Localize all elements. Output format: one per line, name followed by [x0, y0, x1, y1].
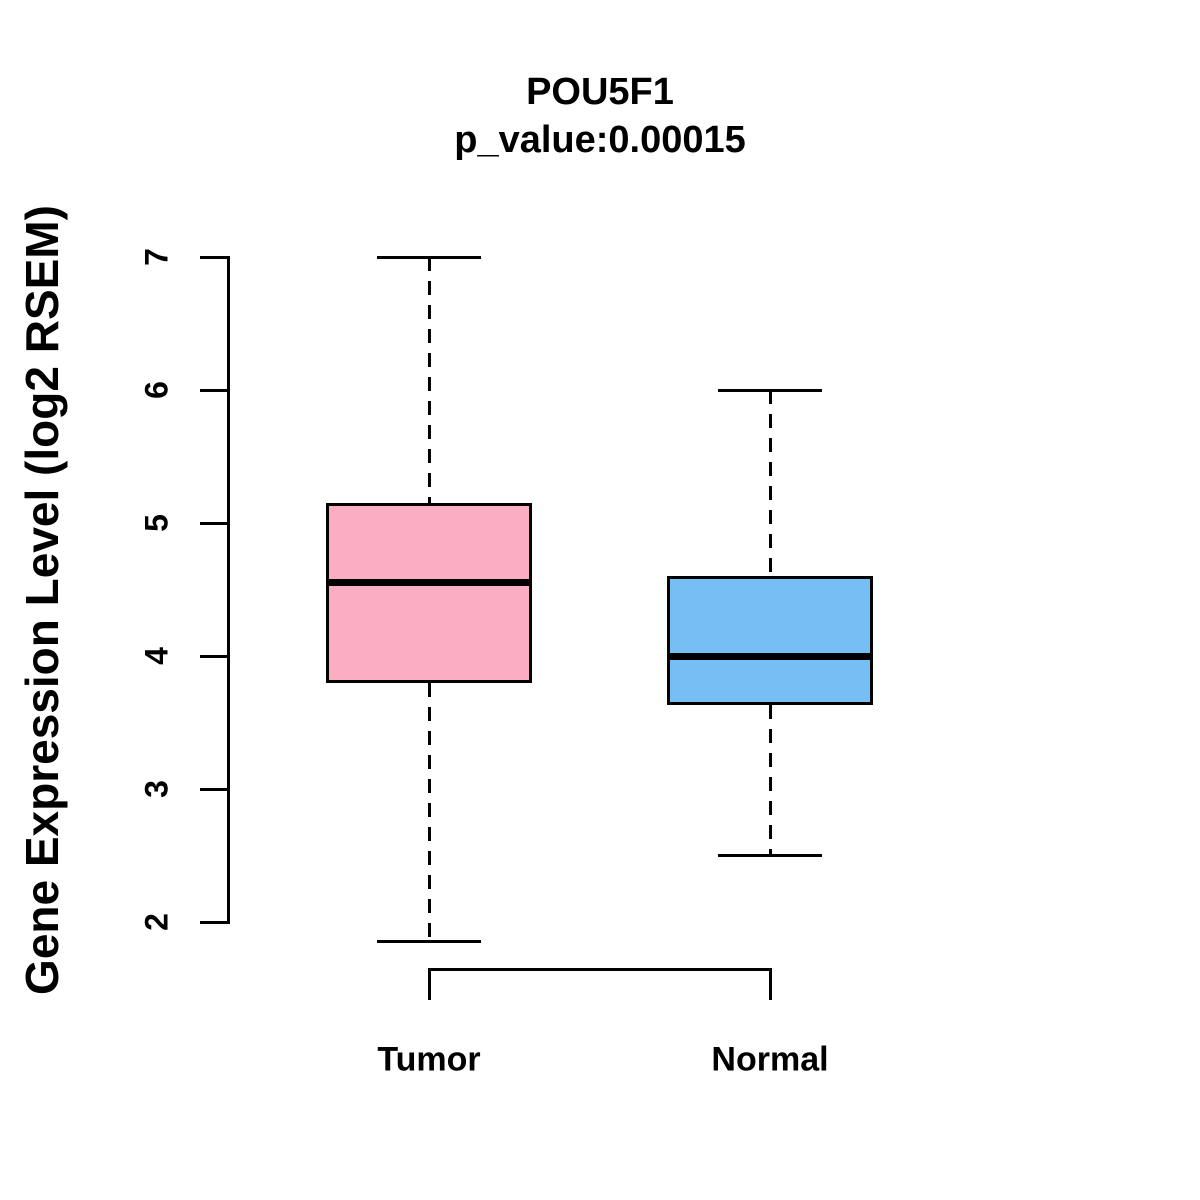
y-axis-tick-label-text: 5 — [138, 514, 175, 532]
y-axis-tick-label-text: 3 — [138, 780, 175, 798]
y-axis-tick-label-text: 4 — [138, 647, 175, 665]
lower-whisker-cap-normal — [718, 854, 822, 857]
x-axis-label-text-tumor: Tumor — [377, 1040, 481, 1079]
y-axis-tick — [200, 255, 227, 259]
upper-whisker-line-normal — [768, 390, 772, 577]
y-axis-tick — [200, 654, 227, 658]
chart-title-block: POU5F1 p_value:0.00015 — [0, 68, 1200, 164]
x-axis-label-text-normal: Normal — [711, 1040, 829, 1079]
y-axis-tick — [200, 787, 227, 791]
upper-whisker-cap-normal — [718, 388, 822, 392]
median-line-tumor — [326, 579, 532, 587]
y-axis-line — [227, 255, 230, 924]
comparison-bracket-left-drop — [427, 968, 431, 1000]
y-axis-tick-label-text: 7 — [138, 248, 175, 266]
box-normal — [667, 576, 873, 706]
chart-title: POU5F1 — [526, 71, 674, 113]
chart-subtitle: p_value:0.00015 — [454, 119, 746, 161]
y-axis-tick-label-text: 6 — [138, 381, 175, 399]
y-axis-tick — [200, 920, 227, 924]
box-tumor — [326, 503, 532, 683]
y-axis-tick — [200, 388, 227, 392]
lower-whisker-cap-tumor — [377, 940, 481, 944]
median-line-normal — [667, 652, 873, 660]
comparison-bracket-top — [429, 968, 770, 971]
lower-whisker-line-tumor — [427, 682, 431, 942]
upper-whisker-cap-tumor — [377, 255, 481, 259]
comparison-bracket-right-drop — [768, 968, 772, 1000]
lower-whisker-line-normal — [768, 705, 772, 856]
y-axis-tick-label-text: 2 — [138, 913, 175, 931]
y-axis-tick — [200, 521, 227, 525]
upper-whisker-line-tumor — [427, 257, 431, 504]
